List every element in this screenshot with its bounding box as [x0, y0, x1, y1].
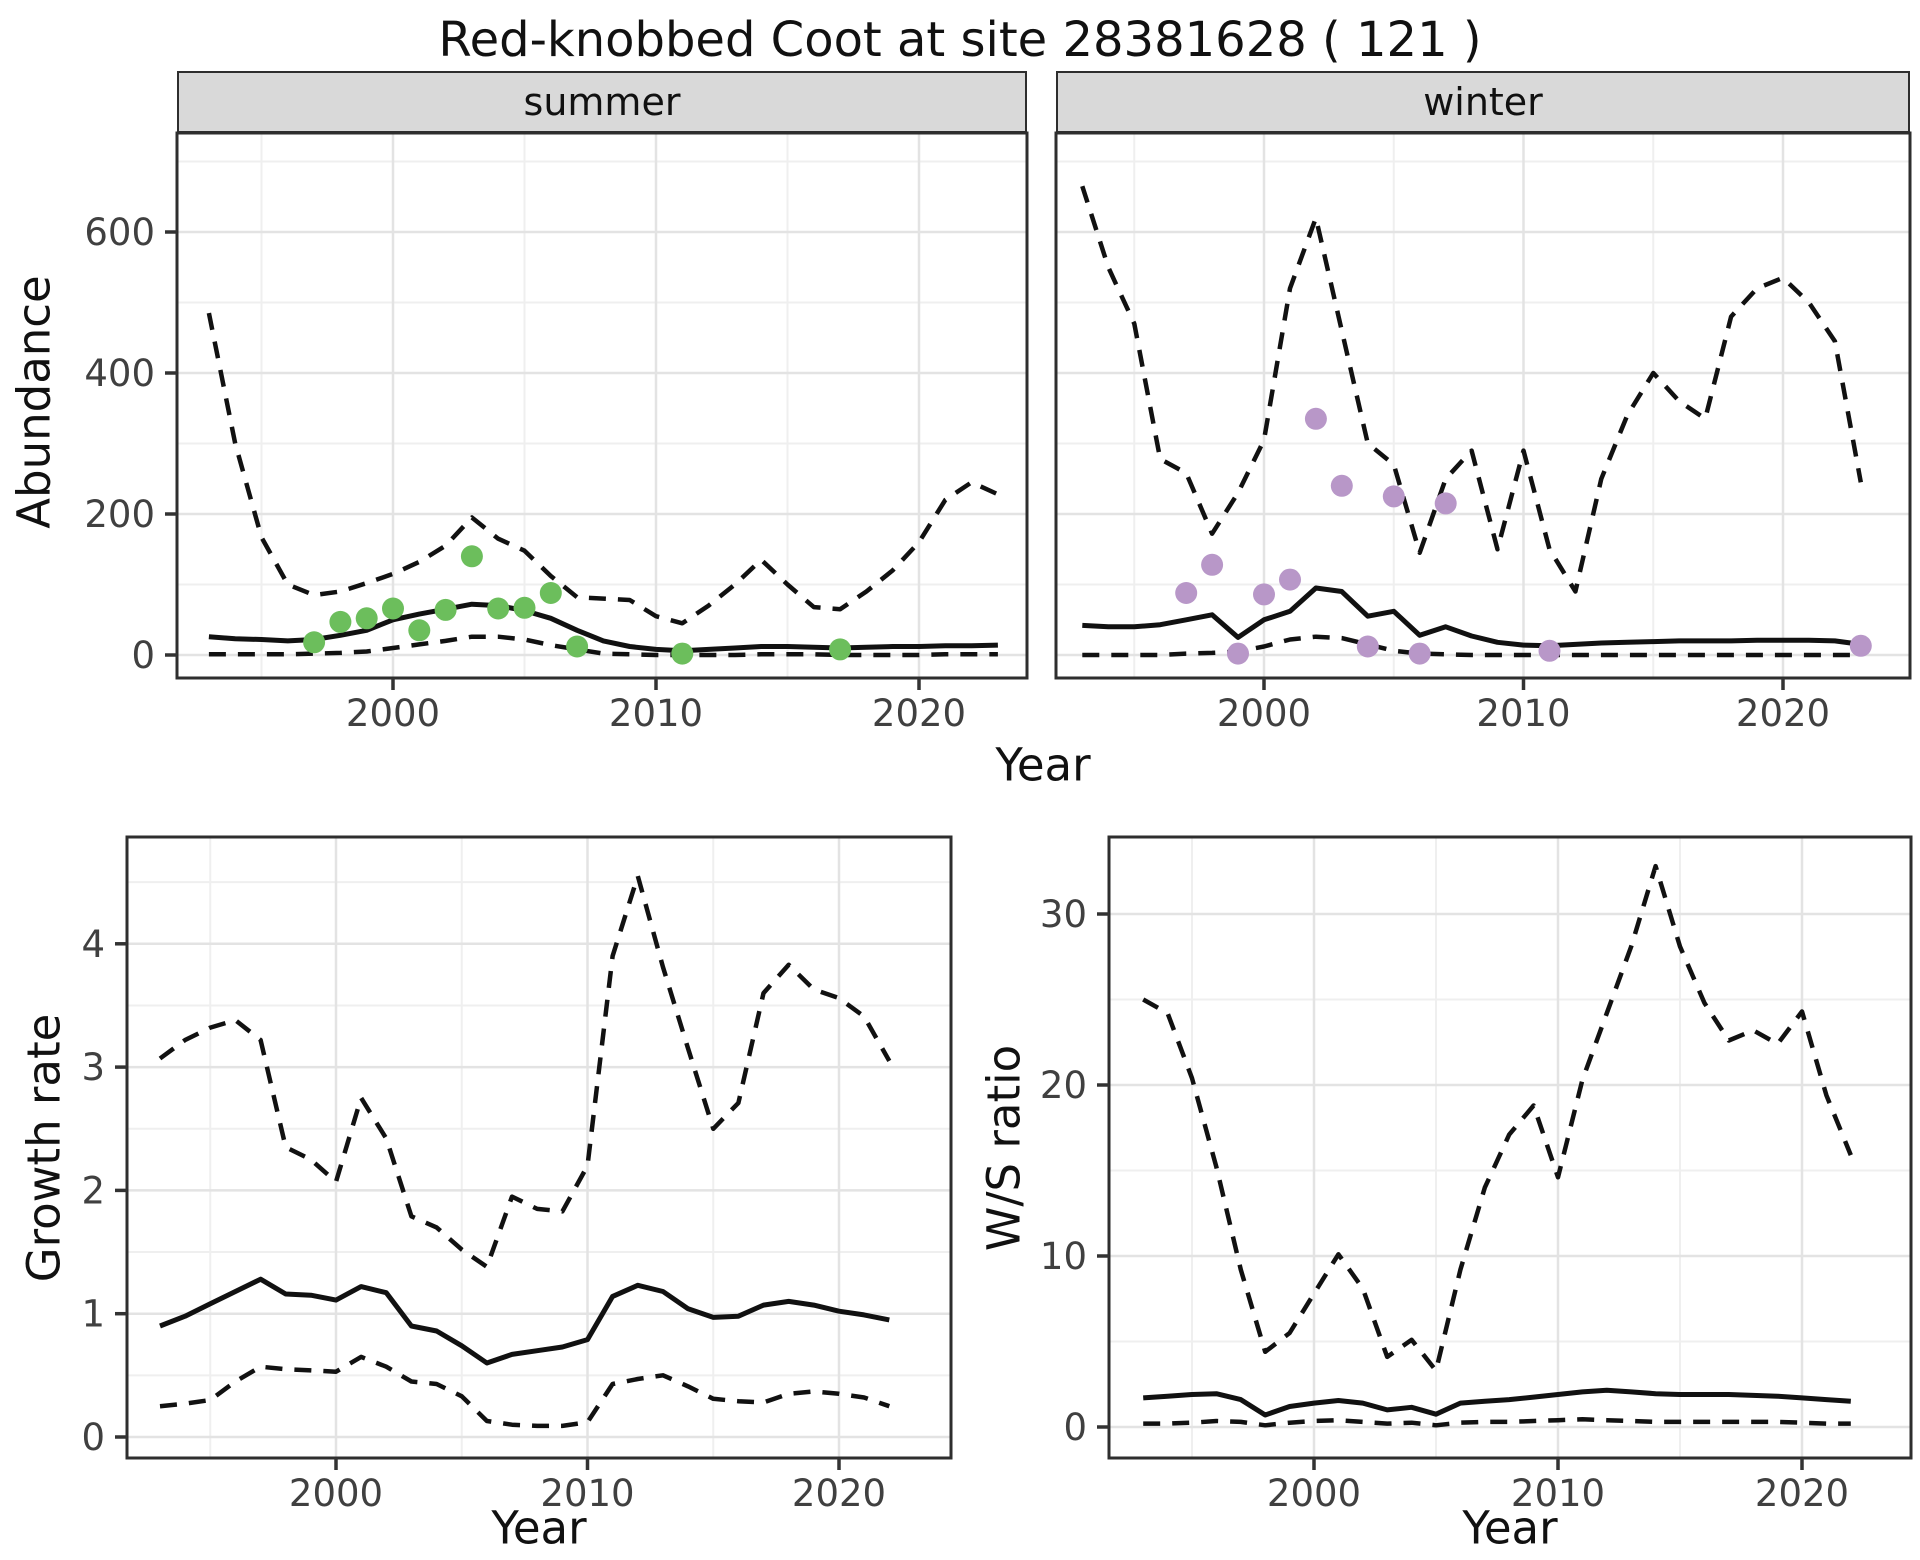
- data-point-winter: [1434, 492, 1457, 515]
- data-point-winter: [1408, 642, 1431, 665]
- x-tick-label: 2020: [792, 1472, 886, 1515]
- y-tick-label: 200: [84, 493, 155, 536]
- x-tick-label: 2010: [1476, 692, 1570, 735]
- chart-title: Red-knobbed Coot at site 28381628 ( 121 …: [438, 12, 1482, 68]
- data-point-winter: [1382, 485, 1405, 508]
- data-point-winter: [1538, 639, 1561, 662]
- data-point-summer: [539, 582, 562, 604]
- panel-growth-rate: 2000 2010 2020 0 1 2 3 4: [81, 835, 953, 1515]
- data-point-winter: [1253, 583, 1275, 606]
- x-tick-label: 2000: [1267, 1472, 1361, 1515]
- lower-ci-line: [1082, 634, 1861, 658]
- panel-border: [1054, 131, 1912, 680]
- panel-abundance-summer: 2000 2010 2020 0 200 400 600: [84, 131, 1029, 735]
- panel-border: [1107, 835, 1913, 1460]
- panel-border: [125, 835, 953, 1460]
- x-axis-label-year-ws: Year: [1462, 1501, 1558, 1555]
- median-line: [208, 601, 998, 654]
- x-tick-label: 2020: [1736, 692, 1830, 735]
- data-point-summer: [355, 607, 378, 630]
- data-point-winter: [1330, 474, 1353, 497]
- y-tick-label: 0: [131, 634, 155, 677]
- median-line: [1143, 1387, 1851, 1418]
- lower-ci-line: [208, 634, 998, 658]
- panel-border: [175, 131, 1029, 680]
- data-point-winter: [1227, 642, 1249, 665]
- y-tick-label: 30: [1040, 893, 1087, 936]
- upper-ci-line: [158, 873, 892, 1270]
- y-tick-label: 2: [81, 1169, 105, 1212]
- y-tick-label: 3: [81, 1046, 105, 1089]
- x-tick-label: 2000: [1217, 692, 1311, 735]
- data-point-summer: [434, 598, 457, 621]
- data-point-winter: [1849, 634, 1872, 657]
- data-point-winter: [1175, 582, 1198, 604]
- y-tick-label: 600: [84, 211, 155, 254]
- facet-strip-summer-label: summer: [523, 80, 681, 124]
- upper-ci-line: [1080, 185, 1864, 594]
- data-point-summer: [329, 610, 352, 633]
- x-axis-label-year-top: Year: [995, 738, 1091, 792]
- x-tick-label: 2010: [1511, 1472, 1605, 1515]
- x-tick-label: 2010: [609, 692, 703, 735]
- y-tick-label: 1: [81, 1293, 105, 1336]
- panel-ws-ratio: 2000 2010 2020 0 10 20 30: [1040, 835, 1913, 1515]
- data-point-summer: [829, 638, 852, 661]
- x-tick-label: 2010: [540, 1472, 634, 1515]
- data-point-summer: [566, 635, 589, 658]
- panel-abundance-winter: 2000 2010 2020: [1054, 131, 1912, 735]
- upper-ci-line: [206, 312, 999, 626]
- x-tick-label: 2000: [289, 1472, 383, 1515]
- x-tick-label: 2000: [346, 692, 440, 735]
- facet-strip-winter: winter: [1056, 71, 1910, 133]
- y-tick-label: 0: [1063, 1406, 1087, 1449]
- y-tick-label: 20: [1040, 1064, 1087, 1107]
- data-point-summer: [303, 631, 326, 654]
- y-tick-label: 4: [81, 923, 105, 966]
- y-tick-label: 400: [84, 352, 155, 395]
- data-point-summer: [460, 545, 483, 568]
- data-point-winter: [1304, 407, 1327, 430]
- facet-strip-winter-label: winter: [1423, 80, 1543, 124]
- x-axis-label-year-growth: Year: [491, 1501, 587, 1555]
- lower-ci-line: [159, 1354, 891, 1429]
- data-point-winter: [1279, 568, 1301, 591]
- x-tick-label: 2020: [872, 692, 966, 735]
- x-tick-label: 2020: [1755, 1472, 1849, 1515]
- facet-strip-summer: summer: [177, 71, 1027, 133]
- data-point-summer: [671, 642, 694, 665]
- y-tick-label: 10: [1040, 1235, 1087, 1278]
- data-point-summer: [487, 597, 510, 620]
- median-line: [1082, 585, 1862, 649]
- y-tick-label: 0: [81, 1416, 105, 1459]
- data-point-winter: [1201, 553, 1224, 576]
- data-point-summer: [408, 619, 431, 642]
- upper-ci-line: [1142, 863, 1853, 1373]
- lower-ci-line: [1143, 1417, 1851, 1428]
- data-point-summer: [513, 596, 536, 619]
- data-point-summer: [382, 597, 404, 620]
- median-line: [159, 1276, 890, 1366]
- data-point-winter: [1356, 635, 1379, 658]
